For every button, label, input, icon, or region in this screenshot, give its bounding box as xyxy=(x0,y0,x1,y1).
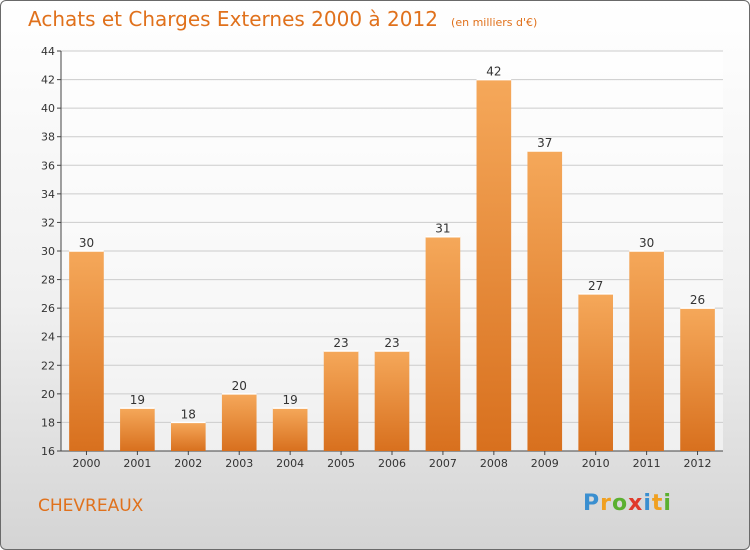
bar xyxy=(272,408,308,451)
x-tick-label: 2003 xyxy=(225,457,253,470)
bar xyxy=(120,408,155,451)
data-label: 23 xyxy=(384,336,399,350)
chart-title-block: Achats et Charges Externes 2000 à 2012 (… xyxy=(28,7,537,31)
y-tick-label: 24 xyxy=(41,331,55,344)
x-tick-label: 2007 xyxy=(429,457,457,470)
logo-letter: P xyxy=(583,491,601,516)
y-tick-label: 28 xyxy=(41,274,55,287)
data-label: 18 xyxy=(181,407,196,421)
proxiti-logo: Proxiti xyxy=(583,491,672,516)
y-tick-label: 22 xyxy=(41,359,55,372)
logo-letter: i xyxy=(643,491,652,516)
data-label: 23 xyxy=(333,336,348,350)
y-tick-label: 26 xyxy=(41,302,55,315)
bar xyxy=(527,151,563,451)
y-tick-label: 44 xyxy=(41,45,55,58)
data-label: 19 xyxy=(130,393,145,407)
y-tick-label: 32 xyxy=(41,216,55,229)
data-label: 26 xyxy=(690,293,705,307)
x-tick-label: 2010 xyxy=(582,457,610,470)
y-tick-label: 40 xyxy=(41,102,55,115)
data-label: 37 xyxy=(537,136,552,150)
x-tick-label: 2012 xyxy=(684,457,712,470)
logo-letter: t xyxy=(651,491,664,516)
y-tick-label: 18 xyxy=(41,416,55,429)
y-tick-label: 34 xyxy=(41,188,55,201)
bar xyxy=(425,236,461,451)
y-tick-label: 16 xyxy=(41,445,55,458)
data-label: 27 xyxy=(588,279,603,293)
y-tick-label: 36 xyxy=(41,159,55,172)
x-tick-label: 2011 xyxy=(633,457,661,470)
bar xyxy=(221,393,257,451)
data-label: 20 xyxy=(232,379,247,393)
y-tick-label: 20 xyxy=(41,388,55,401)
x-tick-label: 2004 xyxy=(276,457,304,470)
data-label: 30 xyxy=(639,236,654,250)
data-label: 19 xyxy=(283,393,298,407)
bar xyxy=(629,251,664,451)
x-tick-label: 2009 xyxy=(531,457,559,470)
y-tick-label: 38 xyxy=(41,131,55,144)
x-tick-label: 2005 xyxy=(327,457,355,470)
data-label: 30 xyxy=(79,236,94,250)
bar xyxy=(69,251,104,451)
logo-letter: o xyxy=(611,491,629,516)
place-name: CHEVREAUX xyxy=(38,496,144,516)
x-tick-label: 2008 xyxy=(480,457,508,470)
data-label: 42 xyxy=(486,65,501,79)
data-label: 31 xyxy=(435,222,450,236)
logo-letter: r xyxy=(600,491,612,516)
x-tick-label: 2002 xyxy=(174,457,202,470)
y-tick-label: 42 xyxy=(41,74,55,87)
bar xyxy=(170,422,206,451)
bar xyxy=(476,79,512,452)
bar xyxy=(680,308,715,451)
chart-subtitle: (en milliers d'€) xyxy=(451,16,538,29)
chart-title: Achats et Charges Externes 2000 à 2012 xyxy=(28,7,438,31)
x-tick-label: 2000 xyxy=(72,457,100,470)
bar xyxy=(374,351,410,451)
bar xyxy=(578,293,614,451)
bar xyxy=(323,351,359,451)
y-tick-label: 30 xyxy=(41,245,55,258)
logo-letter: x xyxy=(628,491,644,516)
x-tick-label: 2006 xyxy=(378,457,406,470)
x-tick-label: 2001 xyxy=(123,457,151,470)
logo-letter: i xyxy=(663,491,672,516)
